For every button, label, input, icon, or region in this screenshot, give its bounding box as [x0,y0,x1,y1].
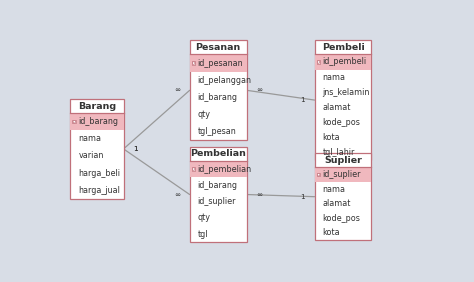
Text: 1: 1 [301,194,305,200]
Text: id_pesanan: id_pesanan [198,59,243,68]
Text: Suplier: Suplier [324,156,362,165]
Text: kota: kota [323,228,340,237]
Text: id_pembeli: id_pembeli [323,58,367,67]
Text: ∞: ∞ [174,87,181,93]
Bar [192,61,195,65]
Text: nama: nama [323,72,346,81]
Text: Barang: Barang [78,102,116,111]
Ellipse shape [317,61,320,63]
Text: id_suplier: id_suplier [198,197,236,206]
Text: id_pelanggan: id_pelanggan [198,76,252,85]
Bar [73,120,76,124]
Text: nama: nama [78,134,101,143]
Text: kode_pos: kode_pos [323,214,361,223]
Ellipse shape [192,62,195,64]
Text: tgl_lahir: tgl_lahir [323,148,355,157]
Text: id_suplier: id_suplier [323,170,361,179]
Text: harga_beli: harga_beli [78,169,120,178]
Text: 1: 1 [301,97,305,103]
Bar [317,60,320,64]
Text: kode_pos: kode_pos [323,118,361,127]
Text: 1: 1 [133,146,137,152]
Bar [315,153,372,240]
Bar [315,168,372,182]
Text: alamat: alamat [323,103,351,112]
Text: tgl_pesan: tgl_pesan [198,127,237,136]
Text: Pembelian: Pembelian [190,149,246,158]
Text: alamat: alamat [323,199,351,208]
Bar [70,99,124,199]
Bar [190,54,246,72]
Ellipse shape [317,173,320,176]
Text: Pesanan: Pesanan [195,43,241,52]
Bar [190,40,246,140]
Text: kota: kota [323,133,340,142]
Text: id_barang: id_barang [198,93,238,102]
Bar [190,161,246,177]
Text: tgl: tgl [198,230,208,239]
Bar [315,40,372,160]
Text: qty: qty [198,110,211,119]
Bar [190,147,246,242]
Bar [192,167,195,171]
Text: ∞: ∞ [256,87,262,93]
Text: 1: 1 [133,146,137,152]
Text: ∞: ∞ [174,191,181,197]
Bar [315,54,372,70]
Text: jns_kelamin: jns_kelamin [323,88,370,96]
Text: nama: nama [323,185,346,194]
Text: varian: varian [78,151,104,160]
Ellipse shape [73,120,75,123]
Text: Pembeli: Pembeli [322,43,365,52]
Text: ∞: ∞ [256,191,262,197]
Text: id_barang: id_barang [78,117,118,126]
Text: id_pembelian: id_pembelian [198,164,252,173]
Ellipse shape [192,168,195,170]
Bar [317,173,320,177]
Text: qty: qty [198,213,211,222]
Text: harga_jual: harga_jual [78,186,120,195]
Text: id_barang: id_barang [198,181,238,190]
Bar [70,113,124,130]
